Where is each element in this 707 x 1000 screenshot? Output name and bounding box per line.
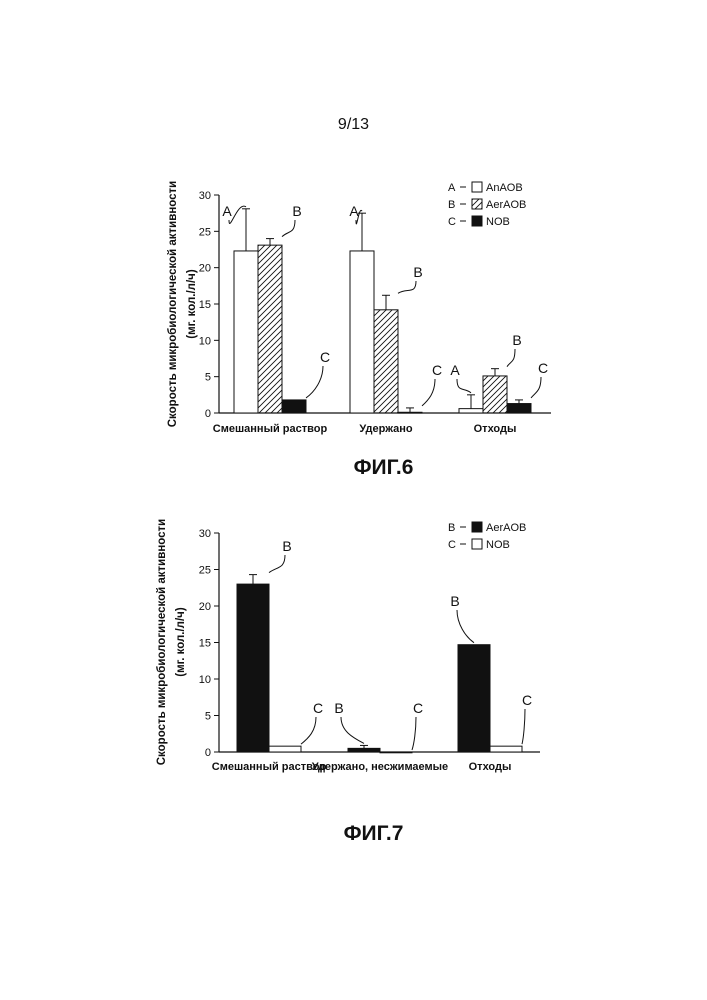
series-marker-label: B <box>292 203 301 219</box>
legend-key: A <box>448 182 456 194</box>
y-tick-label: 10 <box>199 674 211 686</box>
bar-b <box>258 245 282 413</box>
y-tick-label: 10 <box>199 335 211 347</box>
y-tick-label: 15 <box>199 638 211 650</box>
legend-swatch <box>472 216 482 226</box>
bar-b <box>348 748 380 752</box>
series-marker-label: B <box>413 264 422 280</box>
series-marker-leader <box>301 717 316 744</box>
series-marker-label: C <box>522 692 532 708</box>
page-number: 9/13 <box>0 116 707 134</box>
series-marker-leader <box>531 377 541 398</box>
series-marker-label: A <box>349 203 359 219</box>
y-tick-label: 20 <box>199 263 211 275</box>
series-marker-leader <box>412 717 416 750</box>
y-tick-label: 0 <box>205 408 211 420</box>
legend-label: NOB <box>486 216 510 228</box>
bar-b <box>237 584 269 752</box>
category-label: Удержано <box>359 423 413 435</box>
legend-label: AerAOB <box>486 199 526 211</box>
y-tick-label: 25 <box>199 226 211 238</box>
legend-key: B <box>448 199 455 211</box>
bar-a <box>459 409 483 413</box>
series-marker-label: B <box>450 593 459 609</box>
legend-key: C <box>448 539 456 551</box>
category-label: Удержано, несжимаемые <box>312 761 448 773</box>
bar-b <box>374 310 398 413</box>
series-marker-leader <box>522 709 525 744</box>
y-axis-unit-label: (мг. кол./л/ч) <box>175 607 187 677</box>
legend-swatch <box>472 522 482 532</box>
y-tick-label: 15 <box>199 299 211 311</box>
legend-swatch <box>472 182 482 192</box>
series-marker-label: C <box>538 360 548 376</box>
series-marker-leader <box>282 220 295 237</box>
legend-label: NOB <box>486 539 510 551</box>
y-tick-label: 20 <box>199 601 211 613</box>
legend-label: AnAOB <box>486 182 523 194</box>
bar-b <box>458 645 490 752</box>
y-tick-label: 30 <box>199 190 211 202</box>
bar-c <box>380 752 412 753</box>
category-label: Смешанный раствор <box>213 423 328 435</box>
series-marker-leader <box>457 610 474 643</box>
series-marker-leader <box>229 206 246 223</box>
series-marker-label: C <box>432 362 442 378</box>
bar-c <box>507 404 531 413</box>
legend-swatch <box>472 539 482 549</box>
legend-swatch <box>472 199 482 209</box>
bar-c <box>282 400 306 413</box>
legend-key: B <box>448 522 455 534</box>
bar-c <box>269 746 301 752</box>
series-marker-leader <box>341 717 364 743</box>
series-marker-label: A <box>450 362 460 378</box>
y-axis-label: Скорость микробиологической активности <box>167 181 179 428</box>
series-marker-label: C <box>413 700 423 716</box>
legend-label: AerAOB <box>486 522 526 534</box>
bar-c <box>398 412 422 413</box>
series-marker-leader <box>507 349 515 367</box>
bar-a <box>350 251 374 413</box>
figure-6-caption: ФИГ.6 <box>30 456 707 480</box>
bar-c <box>490 746 522 752</box>
series-marker-label: A <box>222 203 232 219</box>
bar-b <box>483 376 507 413</box>
y-tick-label: 30 <box>199 528 211 540</box>
category-label: Смешанный раствор <box>212 761 327 773</box>
y-axis-unit-label: (мг. кол./л/ч) <box>186 269 198 339</box>
series-marker-leader <box>356 210 362 224</box>
series-marker-label: B <box>512 332 521 348</box>
series-marker-leader <box>398 281 416 293</box>
series-marker-label: C <box>313 700 323 716</box>
category-label: Отходы <box>474 423 517 435</box>
y-tick-label: 5 <box>205 711 211 723</box>
bar-a <box>234 251 258 413</box>
series-marker-label: B <box>334 700 343 716</box>
series-marker-leader <box>422 379 435 406</box>
y-tick-label: 5 <box>205 372 211 384</box>
series-marker-leader <box>306 366 323 398</box>
figure-7-caption: ФИГ.7 <box>20 822 707 846</box>
series-marker-label: C <box>320 349 330 365</box>
series-marker-label: B <box>282 538 291 554</box>
y-tick-label: 0 <box>205 747 211 759</box>
series-marker-leader <box>269 555 285 573</box>
legend-key: C <box>448 216 456 228</box>
y-axis-label: Скорость микробиологической активности <box>156 519 168 766</box>
category-label: Отходы <box>469 761 512 773</box>
series-marker-leader <box>457 379 471 393</box>
y-tick-label: 25 <box>199 565 211 577</box>
